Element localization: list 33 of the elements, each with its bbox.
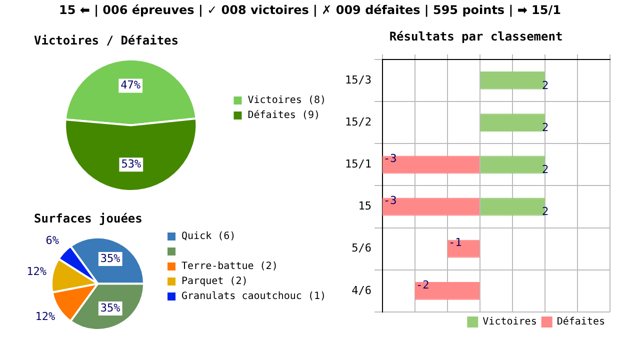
chart-title: Résultats par classement [389, 29, 563, 44]
data-label: -3 [383, 152, 397, 166]
data-label: 12% [26, 264, 47, 278]
data-label: 47% [120, 78, 141, 92]
chart-title: Victoires / Défaites [34, 33, 178, 48]
data-label: 53% [121, 158, 142, 171]
data-label: 2 [542, 163, 549, 176]
data-label: 2 [542, 78, 549, 92]
data-label: 12% [35, 310, 56, 323]
legend-label: Victoires (8) [248, 95, 326, 106]
data-label: 2 [542, 120, 549, 134]
data-label: 35% [100, 252, 121, 265]
legend-label: Terre-battue (2) [182, 261, 278, 272]
data-label: -3 [383, 194, 397, 208]
legend-label: Défaites [556, 316, 606, 328]
data-label: 6% [46, 234, 60, 247]
y-tick-label: 15/2 [344, 115, 372, 128]
legend-label: Victoires [482, 316, 537, 328]
data-label: 35% [100, 301, 121, 314]
legend-label: Quick (6) [182, 231, 236, 242]
chart-title: Surfaces jouées [34, 211, 142, 226]
legend-label: Parquet (2) [182, 276, 248, 288]
y-tick-label: 4/6 [352, 284, 372, 297]
data-label: -2 [416, 278, 430, 292]
legend-label: Défaites (9) [248, 110, 320, 122]
y-tick-label: 15/1 [344, 158, 372, 171]
data-label: -1 [448, 236, 462, 250]
legend-label: Granulats caoutchouc (1) [182, 291, 326, 302]
y-tick-label: 15/3 [344, 73, 372, 86]
y-tick-label: 15 [358, 200, 372, 213]
data-label: 2 [542, 205, 549, 218]
y-tick-label: 5/6 [352, 242, 372, 255]
text: 15 ⬅ | 006 épreuves | ✓ 008 victoires | ✗ 009 défaites | 595 points | ➡ 15/1 [59, 3, 561, 17]
